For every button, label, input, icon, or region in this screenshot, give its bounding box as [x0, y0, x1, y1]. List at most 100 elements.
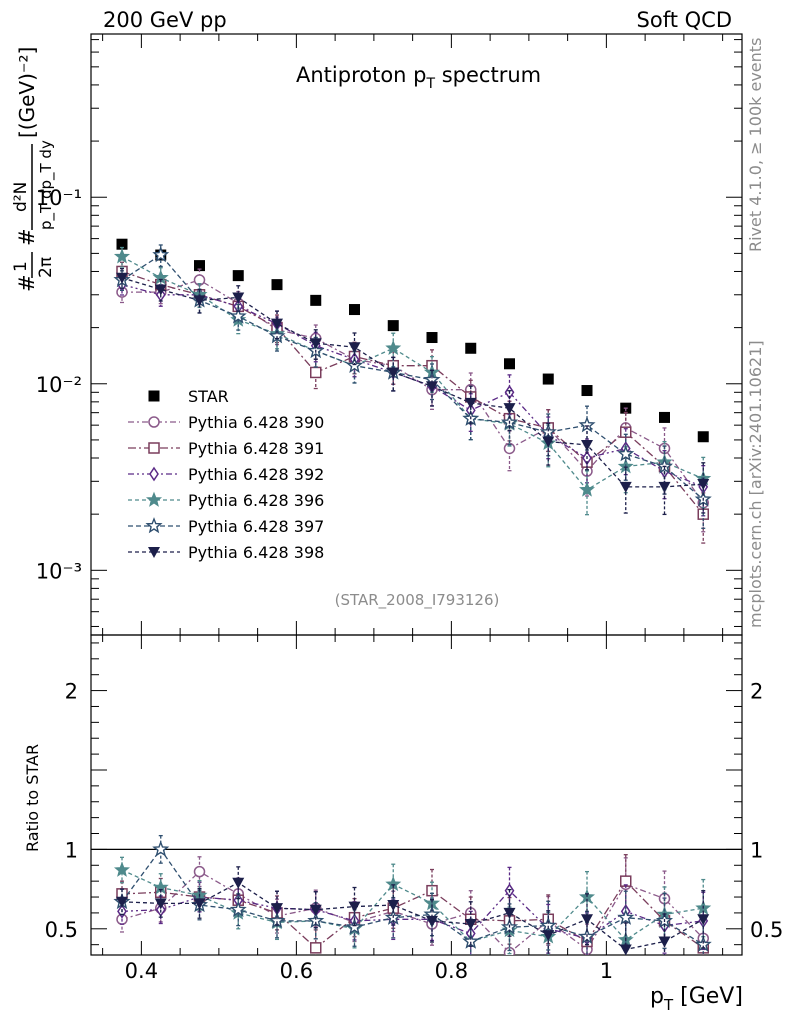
xlabel-sub: T [663, 996, 674, 1014]
ratio-point-p397 [617, 908, 635, 925]
point-star [232, 270, 244, 282]
ratio-line-p391 [121, 880, 704, 949]
legend-marker [148, 547, 160, 558]
ratio-point-p398 [658, 936, 671, 948]
legend-item-p398: Pythia 6.428 398 [128, 543, 324, 562]
ratio-line-p390 [121, 870, 704, 954]
point-p396 [578, 481, 596, 497]
ylabel-frac2-num: d²N [11, 182, 31, 212]
legend-item-p397: Pythia 6.428 397 [128, 517, 324, 536]
legend-marker [148, 442, 160, 454]
legend-label: Pythia 6.428 390 [188, 413, 324, 432]
legend-item-p396: Pythia 6.428 396 [128, 491, 324, 510]
point-star [542, 373, 554, 385]
x-tick-label: 0.4 [125, 959, 158, 983]
ratio-point-p391 [310, 942, 322, 954]
ratio-point-p398 [309, 904, 322, 916]
ratio-y-axis-label: Ratio to STAR [23, 744, 42, 852]
plot-title-sub: T [426, 76, 436, 92]
xlabel-main: p [650, 984, 664, 1009]
error-bar-p398 [507, 390, 512, 432]
ratio-series-layer [113, 834, 712, 955]
ratio-point-p396 [113, 861, 131, 877]
legend-item-p391: Pythia 6.428 391 [128, 439, 324, 458]
point-star [387, 320, 399, 332]
series-p398 [116, 267, 710, 516]
point-star [116, 238, 128, 250]
legend-label: Pythia 6.428 392 [188, 465, 324, 484]
ylabel-frac2-den: p_T dp_T dy [37, 140, 56, 230]
ratio-point-p398 [464, 919, 477, 931]
error-bar-p398 [662, 465, 667, 516]
ratio-line-p398 [121, 881, 704, 951]
y-tick-label-ratio-left: 2 [65, 680, 78, 704]
x-tick-label: 0.8 [435, 959, 468, 983]
y-tick-label-main: 10⁻² [36, 373, 82, 397]
ratio-point-p397 [345, 918, 364, 935]
ratio-point-p398 [387, 899, 400, 911]
ratio-point-p398 [271, 903, 283, 915]
point-p398 [387, 367, 400, 379]
y-tick-label-ratio-right: 1 [750, 838, 763, 862]
ratio-point-p397 [152, 840, 170, 857]
legend-label: Pythia 6.428 398 [188, 543, 324, 562]
series-star [116, 238, 709, 443]
legend-label: Pythia 6.428 391 [188, 439, 324, 458]
point-p398 [271, 318, 283, 330]
y-tick-label-ratio-left: 1 [65, 838, 78, 862]
point-p397 [229, 307, 247, 324]
ratio-point-p398 [542, 930, 555, 942]
point-p398 [464, 397, 477, 409]
point-p398 [309, 338, 322, 350]
ratio-error-bar-p398 [546, 910, 551, 955]
point-p398 [154, 284, 167, 296]
rivet-version-label: Rivet 4.1.0, ≥ 100k events [746, 38, 765, 252]
point-p397 [152, 246, 170, 263]
ratio-point-p398 [232, 877, 245, 889]
ratio-line-p396 [121, 869, 704, 943]
legend-item-star: STAR [148, 387, 229, 406]
x-tick-label: 0.6 [280, 959, 313, 983]
point-p396 [113, 248, 131, 264]
point-star [271, 279, 283, 291]
point-p397 [617, 445, 635, 462]
plot-title-main: Antiproton p [296, 63, 427, 87]
ratio-error-bar-p398 [197, 887, 202, 919]
x-axis-label: pT [GeV] [650, 984, 743, 1014]
ylabel-prefix: # [15, 274, 39, 292]
series-line-p390 [122, 279, 704, 504]
point-star [465, 342, 477, 354]
point-p398 [116, 272, 128, 284]
main-y-axis-label: # 1 2π # d²N p_T dp_T dy [(GeV)⁻²] [11, 47, 56, 292]
point-p398 [503, 403, 516, 415]
point-star [659, 411, 670, 423]
ratio-point-p397 [229, 900, 247, 918]
legend: STAR Pythia 6.428 390 Pythia 6.428 391 Pyth… [128, 387, 324, 562]
main-series-layer [113, 238, 712, 544]
y-tick-label-main: 10⁻³ [36, 559, 82, 583]
series-line-p398 [121, 277, 704, 488]
point-star [349, 304, 360, 316]
xlabel-unit: [GeV] [673, 984, 743, 1009]
point-p398 [426, 381, 438, 393]
legend-marker [149, 466, 159, 482]
ratio-point-p398 [503, 907, 516, 919]
y-tick-label-ratio-left: 0.5 [45, 918, 78, 942]
legend-label: STAR [188, 387, 229, 406]
ylabel-mid: # [15, 228, 39, 246]
legend-marker [148, 390, 160, 402]
ratio-plot-frame [90, 634, 743, 956]
point-p398 [348, 342, 361, 354]
series-line-p396 [121, 256, 704, 491]
ratio-point-p390 [193, 865, 206, 878]
point-star [697, 431, 709, 443]
point-star [504, 358, 515, 370]
ratio-error-bar-p398 [507, 888, 512, 937]
y-tick-label-main: 10⁻¹ [36, 186, 82, 210]
legend-marker [145, 517, 163, 534]
ratio-point-p398 [697, 914, 710, 926]
point-p396 [385, 339, 402, 356]
legend-label: Pythia 6.428 397 [188, 517, 324, 536]
plot-title-tail: spectrum [435, 63, 541, 87]
